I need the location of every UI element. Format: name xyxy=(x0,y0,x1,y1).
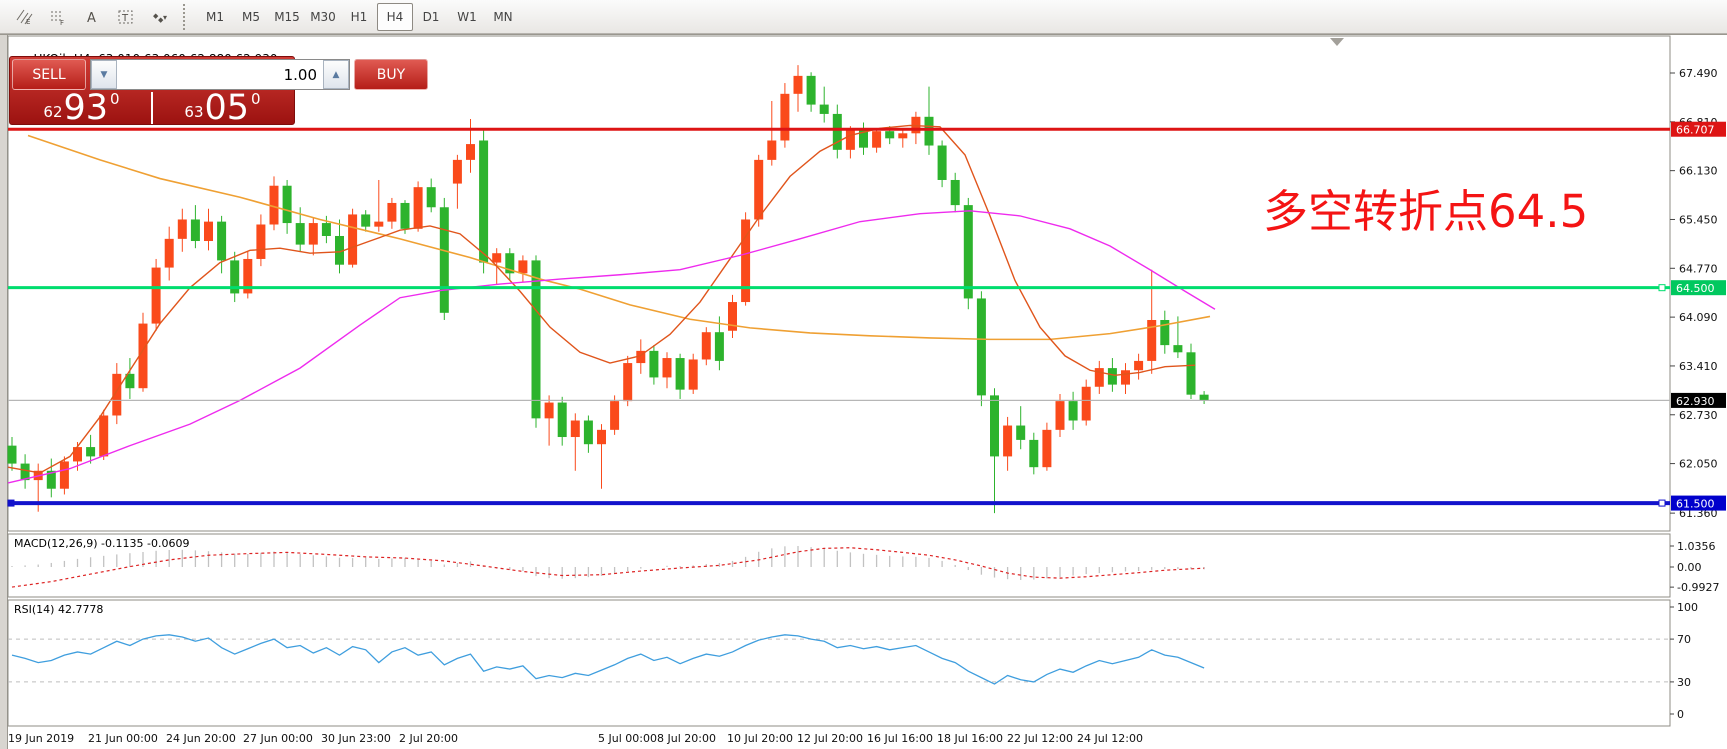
macd-label: MACD(12,26,9) -0.1135 -0.0609 xyxy=(14,537,189,550)
equidistant-channel-icon[interactable]: E xyxy=(8,3,40,31)
timeframe-button-m30[interactable]: M30 xyxy=(310,9,336,24)
time-axis: 19 Jun 2019 21 Jun 00:00 24 Jun 20:00 27 Ju… xyxy=(8,732,1143,745)
text-label-icon[interactable]: T xyxy=(110,3,142,31)
svg-text:62.930: 62.930 xyxy=(1676,395,1715,408)
time-label: 27 Jun 00:00 xyxy=(243,732,313,745)
price-axis: 67.49066.81066.13065.45064.77064.09063.4… xyxy=(1670,67,1726,520)
rsi-indicator: RSI(14) 42.7778 100 70 30 0 xyxy=(8,601,1698,721)
svg-text:62.730: 62.730 xyxy=(1679,409,1718,422)
svg-text:70: 70 xyxy=(1677,633,1691,646)
svg-text:T: T xyxy=(121,13,129,24)
volume-decrease-button[interactable]: ▼ xyxy=(91,60,117,89)
price-badge-61.500 xyxy=(1671,495,1726,511)
candles-layer xyxy=(7,65,1209,514)
svg-text:63.410: 63.410 xyxy=(1679,360,1718,373)
time-label: 18 Jul 16:00 xyxy=(937,732,1003,745)
svg-text:64.500: 64.500 xyxy=(1676,282,1715,295)
support-line-left-handle[interactable] xyxy=(7,499,15,507)
sell-button[interactable]: SELL xyxy=(12,59,86,90)
macd-indicator: MACD(12,26,9) -0.1135 -0.0609 1.0356 0.00 -… xyxy=(11,537,1719,594)
time-label: 19 Jun 2019 xyxy=(8,732,74,745)
time-label: 24 Jun 20:00 xyxy=(166,732,236,745)
buy-price-big: 05 xyxy=(204,87,250,128)
time-label: 8 Jul 20:00 xyxy=(657,732,716,745)
svg-text:61.500: 61.500 xyxy=(1676,498,1715,511)
rsi-pane[interactable] xyxy=(7,599,1671,727)
timeframe-button-d1[interactable]: D1 xyxy=(422,9,440,24)
sell-price-button[interactable]: 62 93 0 xyxy=(12,87,153,128)
timeframe-button-h4[interactable]: H4 xyxy=(377,2,413,31)
chart-annotation-text[interactable]: 多空转折点64.5 xyxy=(1263,185,1589,238)
time-label: 21 Jun 00:00 xyxy=(88,732,158,745)
svg-text:62.050: 62.050 xyxy=(1679,458,1718,471)
svg-text:F: F xyxy=(60,19,64,26)
timeframe-button-m5[interactable]: M5 xyxy=(242,9,260,24)
svg-text:E: E xyxy=(26,18,30,26)
svg-text:66.707: 66.707 xyxy=(1676,124,1715,137)
rsi-line xyxy=(11,634,1205,685)
svg-text:30: 30 xyxy=(1677,676,1691,689)
svg-text:100: 100 xyxy=(1677,601,1698,614)
volume-spinner: ▼ ▲ xyxy=(90,59,350,90)
svg-text:0: 0 xyxy=(1677,708,1684,721)
timeframe-button-w1[interactable]: W1 xyxy=(457,9,477,24)
buy-price-button[interactable]: 63 05 0 xyxy=(153,87,292,128)
svg-text:1.0356: 1.0356 xyxy=(1677,540,1716,553)
macd-signal-line xyxy=(11,547,1205,588)
price-badge-66.707 xyxy=(1671,121,1726,137)
sell-price-sup: 0 xyxy=(110,90,120,108)
time-label: 2 Jul 20:00 xyxy=(399,732,458,745)
top-toolbar: E F A T ◆ ◆ ▾ M1 M5 M15 M30 H1 H4 D1 W1 MN xyxy=(0,0,1727,34)
time-label: 10 Jul 20:00 xyxy=(727,732,793,745)
time-label: 30 Jun 23:00 xyxy=(321,732,391,745)
ma-magenta-line xyxy=(7,210,1216,484)
svg-text:◆: ◆ xyxy=(153,12,159,20)
text-icon[interactable]: A xyxy=(76,3,108,31)
timeframe-button-m15[interactable]: M15 xyxy=(274,9,300,24)
timeframe-button-m1[interactable]: M1 xyxy=(206,9,224,24)
buy-price-small: 63 xyxy=(184,103,204,121)
svg-text:-0.9927: -0.9927 xyxy=(1677,581,1719,594)
price-badge-64.500 xyxy=(1671,280,1726,296)
sell-price-small: 62 xyxy=(43,103,63,121)
time-label: 24 Jul 12:00 xyxy=(1077,732,1143,745)
time-label: 12 Jul 20:00 xyxy=(797,732,863,745)
svg-text:▾: ▾ xyxy=(163,13,167,22)
svg-text:64.770: 64.770 xyxy=(1679,262,1718,275)
buy-price-sup: 0 xyxy=(251,90,261,108)
macd-pane[interactable] xyxy=(7,533,1671,598)
svg-text:66.130: 66.130 xyxy=(1679,165,1718,178)
support-line-right-handle[interactable] xyxy=(1658,499,1666,507)
volume-input[interactable] xyxy=(117,60,323,89)
ma-amber-line xyxy=(27,134,1211,341)
svg-text:67.490: 67.490 xyxy=(1679,67,1718,80)
time-label: 22 Jul 12:00 xyxy=(1007,732,1073,745)
pivot-line-right-handle[interactable] xyxy=(1658,284,1666,292)
svg-text:◆: ◆ xyxy=(158,16,164,24)
svg-text:65.450: 65.450 xyxy=(1679,213,1718,226)
timeframe-button-mn[interactable]: MN xyxy=(493,9,513,24)
window-left-frame xyxy=(0,35,8,749)
svg-text:64.090: 64.090 xyxy=(1679,311,1718,324)
toolbar-separator xyxy=(183,3,191,30)
rsi-label: RSI(14) 42.7778 xyxy=(14,603,103,616)
time-label: 16 Jul 16:00 xyxy=(867,732,933,745)
fibonacci-icon[interactable]: F xyxy=(42,3,74,31)
buy-button[interactable]: BUY xyxy=(354,59,428,90)
scroll-position-icon xyxy=(1330,38,1344,46)
volume-increase-button[interactable]: ▲ xyxy=(323,60,349,89)
price-badge-62.930 xyxy=(1671,392,1726,408)
time-label: 5 Jul 00:00 xyxy=(598,732,657,745)
one-click-trading-panel: SELL ▼ ▲ BUY 62 93 0 63 05 0 xyxy=(9,56,428,128)
svg-text:A: A xyxy=(87,11,96,26)
sell-price-big: 93 xyxy=(63,87,109,128)
svg-text:0.00: 0.00 xyxy=(1677,561,1702,574)
arrows-icon[interactable]: ◆ ◆ ▾ xyxy=(144,3,176,31)
timeframe-button-h1[interactable]: H1 xyxy=(350,9,368,24)
